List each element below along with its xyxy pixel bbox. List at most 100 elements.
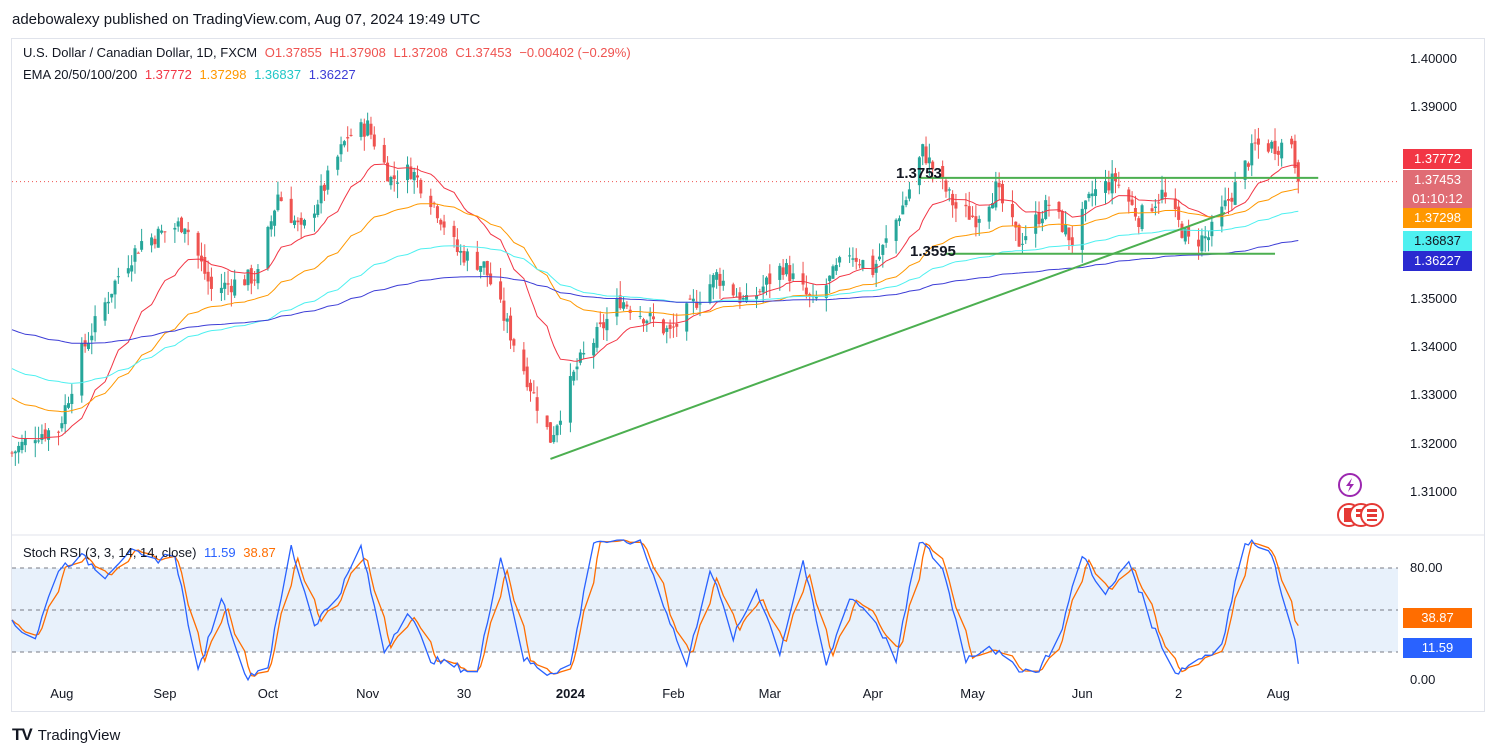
candle-body [475,251,479,270]
candle-body [522,349,526,372]
candle-body [246,269,250,286]
candle-body [592,342,596,356]
ema100-value: 1.36837 [254,67,302,82]
level-high-label: 1.3753 [896,165,942,182]
candle-body [1210,221,1214,237]
candle-body [349,134,353,136]
candle-body [917,157,921,186]
candle-body [954,202,958,209]
candle-body [1110,173,1114,194]
candle-body [572,371,576,381]
candle-body [113,280,117,295]
candle-body [552,434,556,443]
x-axis-label: Feb [662,686,685,701]
countdown-timer: 01:10:12 [1403,189,1472,208]
candle-body [269,221,273,230]
candle-body [219,287,223,294]
candle-body [266,226,270,269]
ema50-price-label: 1.37298 [1403,208,1472,228]
candle-body [153,238,157,245]
candle-body [1160,189,1164,200]
candle-body [93,316,97,333]
candle-body [140,241,144,250]
candle-body [834,264,838,271]
x-axis-label: Aug [50,686,74,701]
candle-body [482,261,486,268]
candle-body [1230,197,1234,202]
candle-body [695,301,699,308]
candle-body [415,175,419,178]
candle-body [668,324,672,329]
y-axis-label: 1.31000 [1410,483,1457,499]
candle-body [233,279,237,296]
candle-body [1157,202,1161,204]
x-axis-label: Mar [758,686,782,701]
candle-body [784,263,788,275]
candle-body [994,181,998,208]
candle-body [881,244,885,255]
candle-body [429,195,433,208]
candle-body [987,206,991,222]
candle-body [1020,243,1024,245]
ema100-price-label: 1.36837 [1403,231,1472,251]
candle-body [1183,228,1187,242]
candle-body [1253,142,1257,144]
candle-body [931,161,935,170]
candle-body [206,271,210,282]
x-axis-label: Sep [153,686,177,701]
candle-body [465,251,469,261]
candle-body [1197,239,1201,247]
candle-body [1000,183,1004,204]
candle-body [651,316,655,320]
candle-body [831,266,835,279]
candle-body [186,229,190,233]
candle-body [316,204,320,215]
candle-body [63,405,67,425]
candle-body [645,320,649,324]
candle-body [642,319,646,324]
candle-body [1014,221,1018,228]
candle-body [1047,204,1051,206]
ema-legend: EMA 20/50/100/200 1.37772 1.37298 1.3683… [23,67,360,82]
candle-body [602,322,606,329]
candle-body [499,281,503,300]
candle-body [698,303,702,305]
candle-body [851,258,855,260]
candle-body [661,319,665,334]
x-axis-label: Apr [862,686,883,701]
candle-body [57,431,61,433]
candle-body [1070,237,1074,247]
candle-body [718,273,722,286]
candle-body [435,206,439,219]
symbol-name: U.S. Dollar / Canadian Dollar, 1D, FXCM [23,45,258,60]
footer-brand[interactable]: TV TradingView [12,725,120,745]
candle-body [126,268,130,274]
x-axis-label: Aug [1266,686,1290,701]
ema-label: EMA 20/50/100/200 [23,67,138,82]
candle-body [1270,141,1274,149]
candle-body [1010,204,1014,218]
candle-body [60,423,64,429]
stoch-legend: Stoch RSI (3, 3, 14, 14, close) 11.59 38… [23,545,280,560]
chart-frame [11,38,1485,712]
lightning-icon[interactable] [1337,472,1363,503]
candle-body [761,286,765,293]
candle-body [389,177,393,186]
candle-body [721,280,725,286]
currency-flags-icon[interactable] [1336,502,1386,533]
candle-body [339,144,343,155]
ema200-line [11,240,1299,344]
stoch-d-price-label: 38.87 [1403,608,1472,628]
candle-body [1090,193,1094,197]
candle-body [1246,163,1250,167]
candle-body [479,265,483,272]
candle-body [927,157,931,164]
ohlc-low: L1.37208 [393,45,448,60]
candle-body [386,162,390,182]
candle-body [741,297,745,300]
x-axis-label: 2 [1175,686,1183,701]
candle-body [90,335,94,341]
candle-body [1243,160,1247,180]
candle-body [396,182,400,184]
